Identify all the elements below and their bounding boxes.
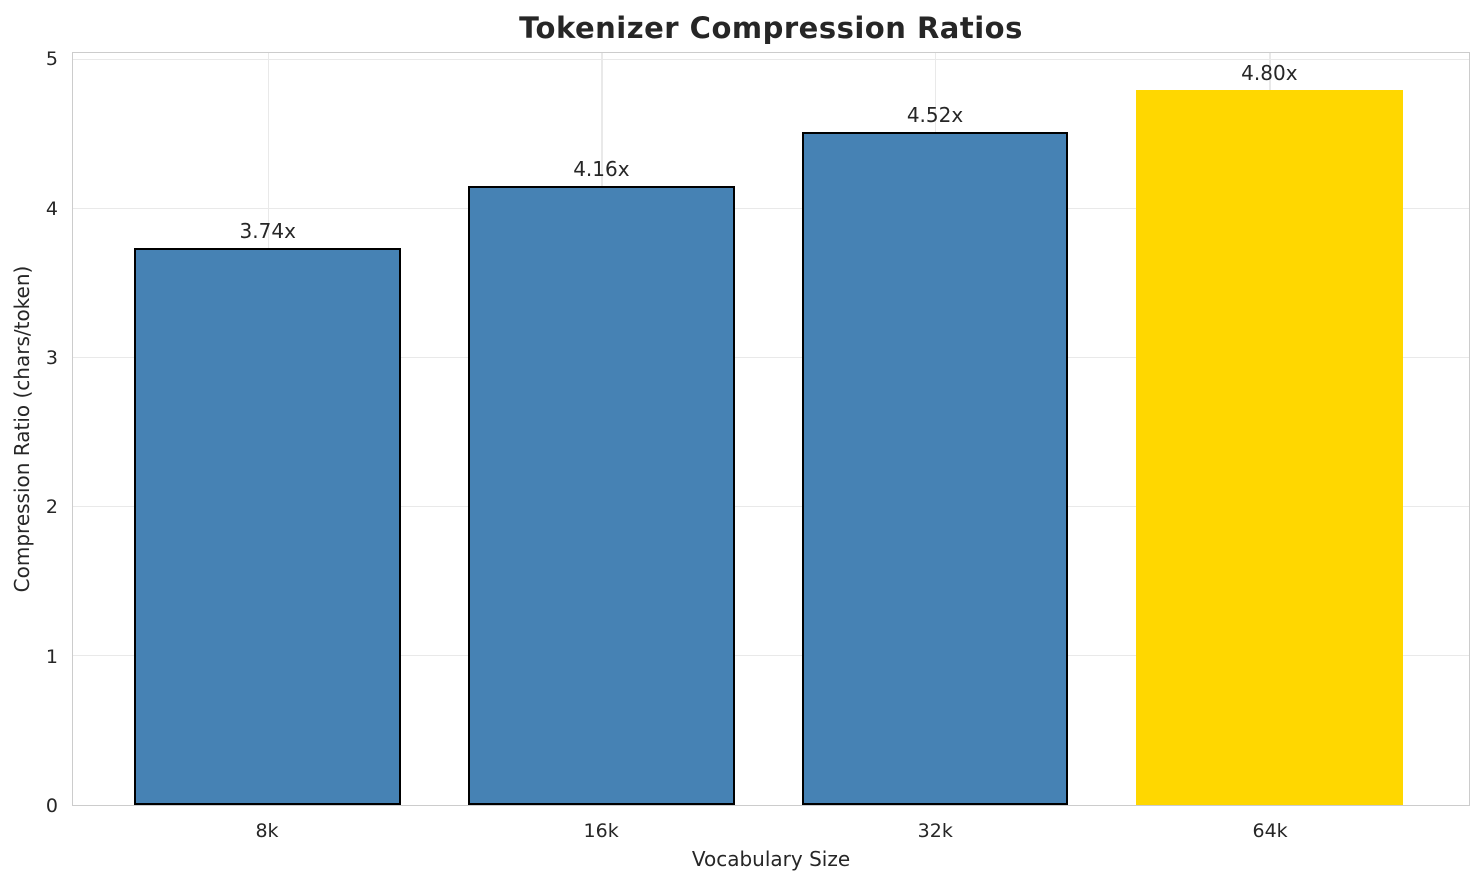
plot-area: 3.74x 4.16x 4.52x 4.80x [72, 52, 1470, 806]
bar-value-label: 3.74x [239, 219, 296, 244]
y-tick-label: 5 [45, 48, 58, 71]
gridline-horizontal [73, 505, 1469, 508]
y-tick-label: 0 [45, 795, 58, 817]
bar-8k [134, 248, 402, 805]
bar-32k [801, 131, 1069, 805]
bar-16k [468, 185, 735, 805]
x-axis-label: Vocabulary Size [691, 847, 851, 871]
chart-title: Tokenizer Compression Ratios [519, 11, 1023, 45]
bar-value-label: 4.80x [1241, 61, 1298, 86]
y-tick-label: 4 [45, 197, 58, 220]
bar-64k [1136, 90, 1403, 805]
x-tick-label: 32k [917, 820, 953, 842]
x-tick-label: 64k [1252, 820, 1288, 842]
y-tick-label: 2 [45, 496, 58, 519]
y-tick-label: 1 [45, 645, 58, 668]
gridline-horizontal [73, 207, 1469, 210]
gridline-horizontal [73, 356, 1469, 359]
bar-value-label: 4.16x [573, 156, 630, 181]
gridline-horizontal [73, 654, 1469, 657]
bar-value-label: 4.52x [906, 102, 964, 127]
x-tick-label: 16k [583, 820, 619, 842]
y-tick-label: 3 [45, 347, 58, 370]
y-axis-label: Compression Ratio (chars/token) [10, 265, 34, 593]
gridline-horizontal [73, 59, 1469, 61]
x-tick-label: 8k [255, 820, 279, 842]
